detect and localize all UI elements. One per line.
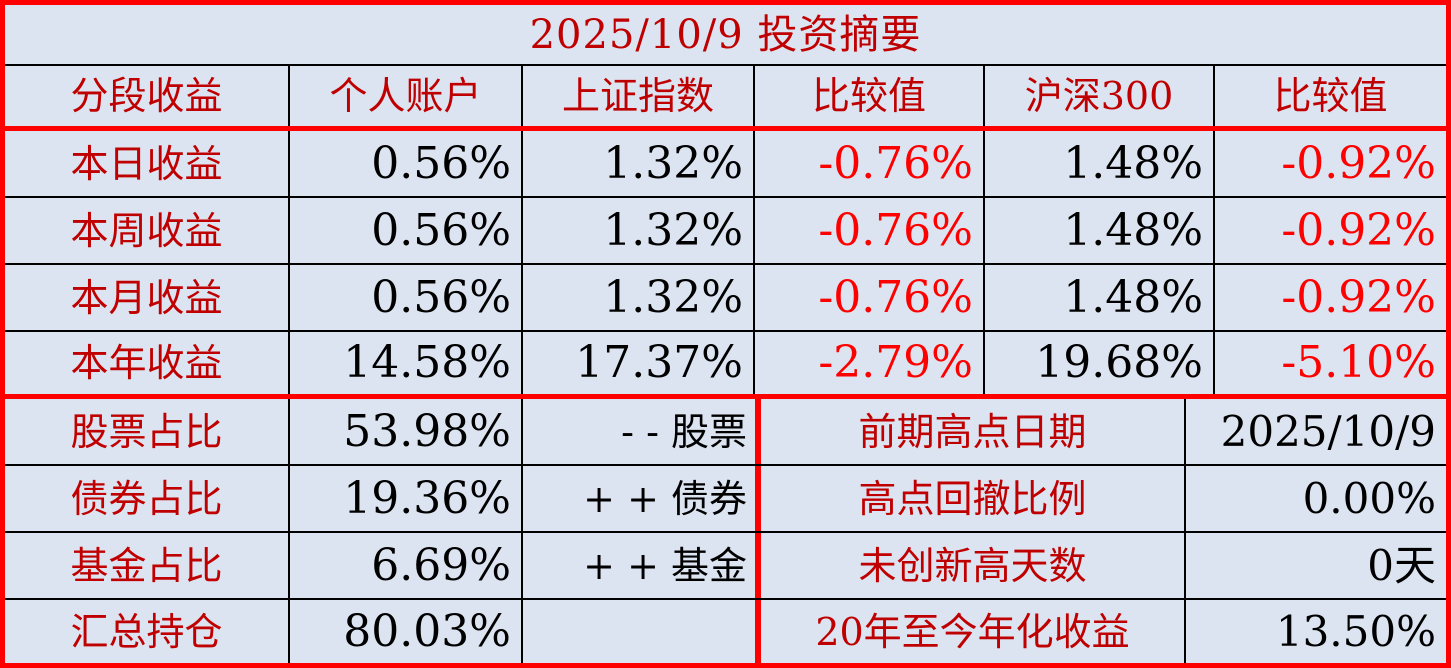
cell-csi300[interactable]: 1.48%	[985, 265, 1215, 330]
cell-sse[interactable]: 1.32%	[523, 198, 755, 263]
cell-compare-csi300[interactable]: -0.92%	[1281, 271, 1436, 323]
table-row-daily: 本日收益 0.56% 1.32% -0.76% 1.48% -0.92%	[5, 131, 1446, 198]
cell-allocation-value[interactable]: 53.98%	[290, 399, 523, 464]
cell-sse[interactable]: 1.32%	[523, 131, 755, 196]
stats-zone: 未创新高天数 0天	[755, 533, 1446, 598]
cell-allocation-note[interactable]: + + 基金	[583, 543, 747, 588]
cell-compare-csi300[interactable]: -0.92%	[1281, 204, 1436, 256]
cell-label[interactable]: 本日收益	[5, 131, 290, 196]
cell-allocation-label[interactable]: 汇总持仓	[5, 600, 290, 663]
header-row: 分段收益 个人账户 上证指数 比较值 沪深300 比较值	[5, 66, 1446, 131]
cell-allocation-value[interactable]: 6.69%	[290, 533, 523, 598]
cell-allocation-note[interactable]	[523, 600, 755, 663]
cell-allocation-value[interactable]: 80.03%	[290, 600, 523, 663]
cell-allocation-label[interactable]: 股票占比	[5, 399, 290, 464]
row-fund-allocation: 基金占比 6.69% + + 基金 未创新高天数 0天	[5, 533, 1446, 600]
row-bond-allocation: 债券占比 19.36% + + 债券 高点回撤比例 0.00%	[5, 466, 1446, 533]
stats-zone: 前期高点日期 2025/10/9	[755, 399, 1446, 464]
cell-compare-csi300[interactable]: -0.92%	[1281, 137, 1436, 189]
cell-csi300[interactable]: 1.48%	[985, 198, 1215, 263]
cell-compare-sse[interactable]: -0.76%	[755, 265, 985, 330]
row-total-position: 汇总持仓 80.03% 20年至今年化收益 13.50%	[5, 600, 1446, 663]
cell-csi300[interactable]: 19.68%	[985, 332, 1215, 394]
header-personal-account[interactable]: 个人账户	[290, 66, 523, 126]
cell-stat-label[interactable]: 20年至今年化收益	[761, 600, 1186, 663]
cell-stat-label[interactable]: 前期高点日期	[761, 399, 1186, 464]
table-row-yearly: 本年收益 14.58% 17.37% -2.79% 19.68% -5.10%	[5, 332, 1446, 399]
cell-label[interactable]: 本周收益	[5, 198, 290, 263]
cell-compare-sse[interactable]: -0.76%	[755, 131, 985, 196]
cell-csi300[interactable]: 1.48%	[985, 131, 1215, 196]
cell-sse[interactable]: 17.37%	[523, 332, 755, 394]
stats-zone: 高点回撤比例 0.00%	[755, 466, 1446, 531]
cell-personal[interactable]: 0.56%	[290, 265, 523, 330]
cell-stat-label[interactable]: 未创新高天数	[761, 533, 1186, 598]
cell-allocation-note[interactable]: + + 债券	[583, 476, 747, 521]
cell-allocation-label[interactable]: 债券占比	[5, 466, 290, 531]
cell-stat-value[interactable]: 0.00%	[1302, 473, 1436, 523]
cell-compare-csi300[interactable]: -5.10%	[1281, 337, 1436, 388]
cell-personal[interactable]: 0.56%	[290, 131, 523, 196]
cell-stat-value[interactable]: 2025/10/9	[1220, 406, 1436, 456]
cell-allocation-label[interactable]: 基金占比	[5, 533, 290, 598]
header-sse-index[interactable]: 上证指数	[523, 66, 755, 126]
table-row-weekly: 本周收益 0.56% 1.32% -0.76% 1.48% -0.92%	[5, 198, 1446, 265]
cell-stat-value[interactable]: 0天	[1367, 540, 1436, 590]
cell-compare-sse[interactable]: -2.79%	[755, 332, 985, 394]
cell-personal[interactable]: 0.56%	[290, 198, 523, 263]
header-segment-return[interactable]: 分段收益	[5, 66, 290, 126]
cell-stat-value[interactable]: 13.50%	[1275, 606, 1436, 656]
cell-allocation-value[interactable]: 19.36%	[290, 466, 523, 531]
cell-sse[interactable]: 1.32%	[523, 265, 755, 330]
cell-compare-sse[interactable]: -0.76%	[755, 198, 985, 263]
cell-label[interactable]: 本年收益	[5, 332, 290, 394]
header-compare-sse[interactable]: 比较值	[755, 66, 985, 126]
cell-allocation-note[interactable]: - - 股票	[621, 409, 747, 454]
sheet-title[interactable]: 2025/10/9 投资摘要	[5, 5, 1446, 66]
cell-label[interactable]: 本月收益	[5, 265, 290, 330]
table-row-monthly: 本月收益 0.56% 1.32% -0.76% 1.48% -0.92%	[5, 265, 1446, 332]
header-compare-csi300[interactable]: 比较值	[1273, 74, 1388, 118]
cell-stat-label[interactable]: 高点回撤比例	[761, 466, 1186, 531]
row-stock-allocation: 股票占比 53.98% - - 股票 前期高点日期 2025/10/9	[5, 399, 1446, 466]
cell-personal[interactable]: 14.58%	[290, 332, 523, 394]
stats-zone: 20年至今年化收益 13.50%	[755, 600, 1446, 663]
header-csi300[interactable]: 沪深300	[985, 66, 1215, 126]
